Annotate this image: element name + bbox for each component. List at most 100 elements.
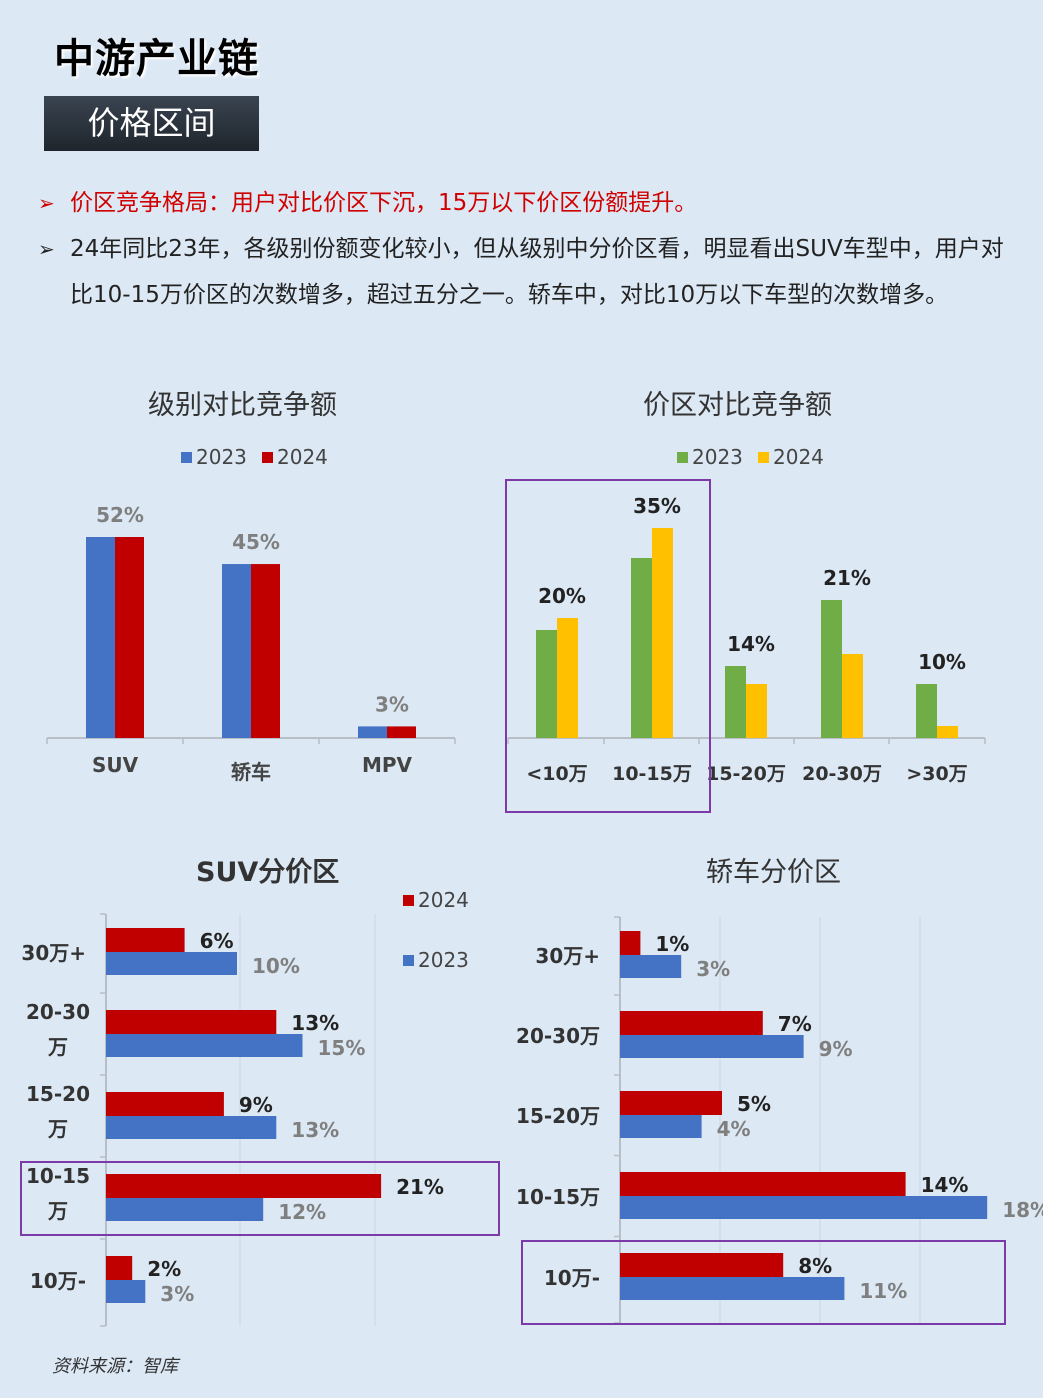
chart-1-title: 级别对比竞争额 (148, 390, 337, 421)
data-label-2023: 13% (291, 1118, 339, 1142)
bar-2024-1 (251, 564, 280, 738)
legend-swatch (677, 451, 688, 463)
legend-swatch (262, 451, 273, 463)
category-label: 15-20万 (516, 1104, 600, 1128)
bar-2023-0 (620, 955, 682, 978)
data-label-2024: 1% (655, 932, 689, 956)
data-label: 14% (727, 632, 775, 656)
bar-2024-2 (387, 726, 416, 738)
legend-2023: 2023 (677, 445, 743, 469)
legend-swatch (403, 954, 414, 966)
category-label: 10万- (544, 1266, 600, 1290)
category-label: 30万+ (535, 944, 600, 968)
category-label: 轿车 (231, 760, 271, 784)
data-label-2024: 8% (798, 1254, 832, 1278)
category-label: 万 (47, 1199, 68, 1223)
data-label-2024: 13% (291, 1011, 339, 1035)
category-label: 万 (47, 1117, 68, 1141)
data-label-2023: 9% (819, 1037, 853, 1061)
bar-2023-0 (86, 537, 115, 738)
category-label: 10万- (30, 1269, 86, 1293)
bar-2023-2 (620, 1115, 702, 1138)
bar-2024-0 (620, 931, 641, 955)
data-label-2024: 21% (396, 1175, 444, 1199)
bar-2024-1 (106, 1010, 277, 1034)
data-label-2024: 6% (200, 929, 234, 953)
legend-label: 2024 (418, 888, 469, 912)
bar-2023-3 (106, 1198, 264, 1221)
legend-2024: 2024 (262, 445, 328, 469)
legend-label: 2023 (692, 445, 743, 469)
bar-2024-0 (557, 618, 578, 738)
bar-2024-4 (620, 1253, 784, 1277)
data-label: 10% (918, 650, 966, 674)
data-label-2023: 11% (859, 1279, 907, 1303)
bar-2023-3 (821, 600, 842, 738)
section-tag: 价格区间 (44, 96, 259, 151)
data-label-2024: 5% (737, 1092, 771, 1116)
data-label: 45% (232, 530, 280, 554)
source-note: 资料来源：智库 (52, 1356, 178, 1377)
bar-2024-2 (620, 1091, 722, 1115)
legend-2024: 2024 (758, 445, 824, 469)
data-label: 21% (823, 566, 871, 590)
bar-2024-2 (746, 684, 767, 738)
bar-2024-3 (842, 654, 863, 738)
bar-2023-2 (106, 1116, 277, 1139)
bar-2023-2 (358, 726, 387, 738)
legend-2023: 2023 (403, 948, 469, 972)
bar-2024-3 (106, 1174, 382, 1198)
category-label: <10万 (526, 763, 587, 785)
category-label: 20-30万 (802, 763, 882, 785)
data-label-2024: 14% (921, 1173, 969, 1197)
data-label: 20% (538, 584, 586, 608)
bar-2023-1 (106, 1034, 303, 1057)
chart-3-title: SUV分价区 (196, 857, 340, 888)
bar-2024-1 (652, 528, 673, 738)
bar-2023-1 (631, 558, 652, 738)
legend-2024: 2024 (403, 888, 469, 912)
bullet-1: ➢ 价区竞争格局：用户对比价区下沉，15万以下价区份额提升。 (38, 180, 938, 226)
category-label: SUV (92, 753, 139, 777)
highlight-box-price (505, 479, 711, 813)
data-label-2023: 10% (252, 954, 300, 978)
legend-label: 2024 (277, 445, 328, 469)
data-label: 52% (96, 503, 144, 527)
page-title: 中游产业链 (54, 35, 259, 82)
category-label: 15-20万 (706, 763, 786, 785)
chart-4-title: 轿车分价区 (706, 857, 841, 888)
category-label: 10-15 (26, 1164, 90, 1188)
bar-2023-4 (106, 1280, 146, 1303)
legend-label: 2023 (196, 445, 247, 469)
bar-2024-0 (106, 928, 185, 952)
category-label: 万 (47, 1035, 68, 1059)
category-label: 30万+ (21, 941, 86, 965)
data-label: 35% (633, 494, 681, 518)
category-label: >30万 (906, 763, 967, 785)
data-label-2023: 15% (318, 1036, 366, 1060)
bar-2024-1 (620, 1011, 763, 1035)
arrow-bullet-icon: ➢ (38, 191, 55, 215)
bar-2023-1 (222, 564, 251, 738)
data-label-2023: 3% (696, 957, 730, 981)
category-label: 20-30 (26, 1000, 90, 1024)
bar-2024-3 (620, 1172, 906, 1196)
legend-label: 2023 (418, 948, 469, 972)
legend-swatch (403, 894, 414, 906)
chart-2-title: 价区对比竞争额 (643, 390, 832, 421)
data-label-2024: 2% (147, 1257, 181, 1281)
bar-2023-3 (620, 1196, 988, 1219)
highlight-box-sedan (521, 1240, 1006, 1325)
category-label: 20-30万 (516, 1024, 600, 1048)
bullet-1-text: 价区竞争格局：用户对比价区下沉，15万以下价区份额提升。 (70, 190, 698, 216)
data-label-2023: 12% (278, 1200, 326, 1224)
bullet-2-text: 24年同比23年，各级别份额变化较小，但从级别中分价区看，明显看出SUV车型中，… (70, 236, 1004, 308)
legend-2023: 2023 (181, 445, 247, 469)
legend-label: 2024 (773, 445, 824, 469)
bar-2023-0 (536, 630, 557, 738)
category-label: 10-15万 (516, 1185, 600, 1209)
bar-2024-4 (937, 726, 958, 738)
data-label: 3% (375, 692, 409, 716)
bar-2023-4 (620, 1277, 845, 1300)
